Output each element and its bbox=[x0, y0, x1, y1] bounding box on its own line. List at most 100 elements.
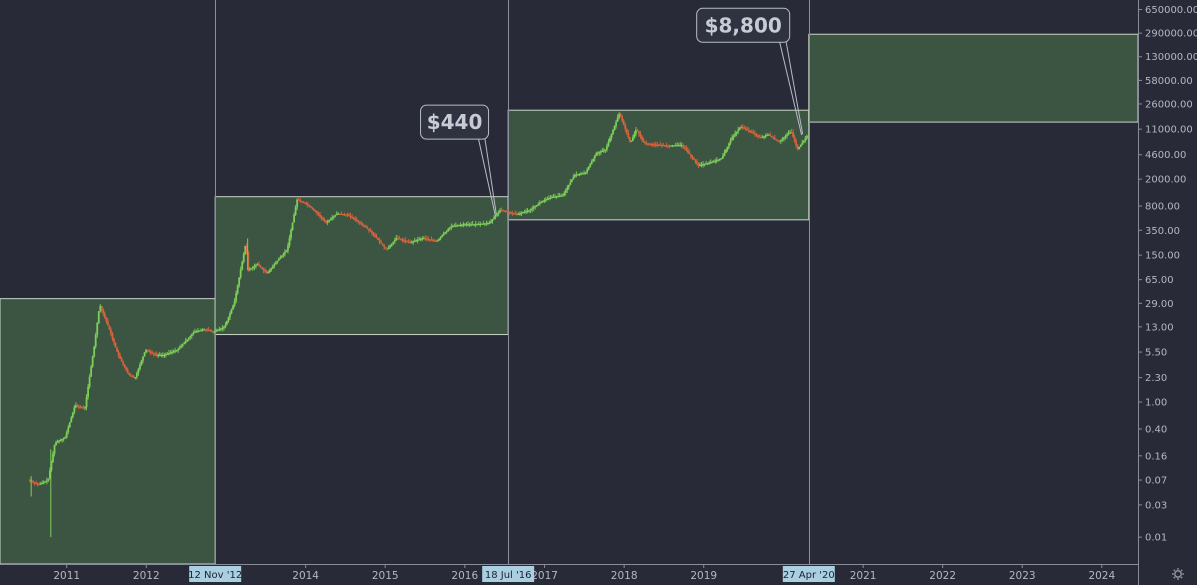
candle-body bbox=[111, 334, 114, 339]
candle-body bbox=[488, 222, 491, 225]
candle-21 bbox=[61, 438, 64, 443]
candle-337 bbox=[543, 197, 546, 203]
candle-67 bbox=[131, 374, 134, 378]
candle-body bbox=[769, 134, 772, 136]
candle-193 bbox=[323, 217, 326, 223]
candle-body bbox=[635, 130, 637, 134]
candle-body bbox=[667, 145, 669, 147]
candle-177 bbox=[299, 197, 302, 204]
candle-body bbox=[680, 145, 683, 147]
candle-body bbox=[132, 376, 135, 378]
candle-296 bbox=[480, 223, 483, 225]
candle-body bbox=[297, 199, 300, 201]
price-axis[interactable]: 650000.00 290000.00 130000.00 58000.00 26000… bbox=[1138, 5, 1197, 544]
candle-441 bbox=[702, 161, 704, 168]
candle-body bbox=[754, 133, 756, 135]
candle-body bbox=[476, 224, 479, 226]
candle-body bbox=[676, 145, 679, 147]
candle-body bbox=[473, 224, 476, 226]
candle-body bbox=[50, 461, 53, 471]
candle-435 bbox=[693, 157, 695, 160]
candle-body bbox=[528, 210, 531, 212]
candle-130 bbox=[227, 316, 230, 324]
candle-156 bbox=[267, 270, 270, 274]
candle-464 bbox=[737, 126, 740, 135]
candle-264 bbox=[432, 238, 434, 242]
candle-body bbox=[783, 137, 785, 139]
callout-pointer bbox=[478, 138, 496, 216]
candle-52 bbox=[108, 325, 111, 331]
candle-208 bbox=[346, 212, 349, 218]
date-marker-2: 18 Jul '16 bbox=[482, 566, 535, 582]
candle-98 bbox=[178, 345, 181, 350]
candle-150 bbox=[258, 261, 260, 267]
candle-body bbox=[412, 241, 415, 243]
y-tick-label: 2000.00 bbox=[1145, 175, 1186, 186]
callout-label: $8,800 bbox=[705, 13, 782, 37]
candle-body bbox=[729, 140, 732, 144]
candle-body bbox=[125, 367, 128, 371]
candle-body bbox=[335, 213, 338, 215]
candle-body bbox=[328, 220, 331, 222]
candle-body bbox=[453, 225, 456, 227]
halving-lines bbox=[215, 0, 810, 564]
candle-93 bbox=[171, 349, 173, 355]
candle-173 bbox=[293, 212, 295, 223]
candle-body bbox=[107, 321, 109, 326]
candle-body bbox=[468, 224, 471, 226]
candle-body bbox=[685, 148, 688, 151]
candle-422 bbox=[673, 145, 675, 147]
candle-body bbox=[543, 200, 546, 202]
candle-body bbox=[128, 373, 131, 376]
candle-233 bbox=[384, 246, 387, 249]
candle-body bbox=[168, 353, 170, 355]
candle-body bbox=[525, 211, 527, 213]
candle-body bbox=[670, 145, 672, 147]
candle-body bbox=[544, 199, 547, 201]
candle-239 bbox=[393, 237, 396, 244]
candle-body bbox=[178, 347, 181, 350]
candle-62 bbox=[123, 364, 126, 369]
candle-376 bbox=[602, 147, 605, 153]
candle-215 bbox=[357, 219, 360, 225]
candle-body bbox=[42, 482, 45, 484]
candle-146 bbox=[251, 265, 254, 271]
candle-body bbox=[94, 334, 97, 347]
callout-pointer bbox=[779, 42, 803, 136]
candle-body bbox=[735, 131, 738, 134]
candle-body bbox=[367, 228, 370, 230]
candle-195 bbox=[326, 219, 329, 226]
candle-body bbox=[589, 164, 592, 168]
candle-body bbox=[487, 223, 489, 225]
candle-466 bbox=[740, 125, 743, 129]
candle-362 bbox=[581, 172, 584, 175]
candle-body bbox=[572, 176, 575, 180]
candle-body bbox=[68, 422, 71, 428]
candle-319 bbox=[515, 211, 518, 216]
candle-48 bbox=[102, 308, 105, 317]
candle-280 bbox=[456, 224, 459, 227]
settings-gear-icon[interactable] bbox=[1172, 568, 1184, 580]
candle-body bbox=[145, 349, 147, 353]
candle-353 bbox=[567, 184, 570, 191]
candle-5 bbox=[36, 482, 39, 487]
candle-305 bbox=[494, 214, 497, 220]
candle-3 bbox=[33, 481, 36, 486]
candle-312 bbox=[505, 209, 508, 213]
candle-body bbox=[279, 257, 282, 260]
candle-body bbox=[799, 144, 802, 148]
candle-body bbox=[325, 221, 328, 223]
candle-398 bbox=[636, 128, 639, 132]
candle-body bbox=[653, 144, 656, 146]
candle-body bbox=[535, 205, 538, 207]
candle-415 bbox=[662, 142, 665, 147]
candle-391 bbox=[625, 128, 628, 135]
candle-491 bbox=[778, 140, 781, 143]
time-axis[interactable]: 2011 2012 2014 2015 2016 2017 2018 2019 2021 2022… bbox=[53, 564, 1115, 582]
candle-body bbox=[282, 253, 285, 256]
candle-356 bbox=[572, 174, 575, 180]
candle-219 bbox=[363, 224, 366, 228]
candle-29 bbox=[73, 405, 76, 415]
candle-203 bbox=[338, 213, 341, 216]
candle-body bbox=[613, 125, 616, 130]
